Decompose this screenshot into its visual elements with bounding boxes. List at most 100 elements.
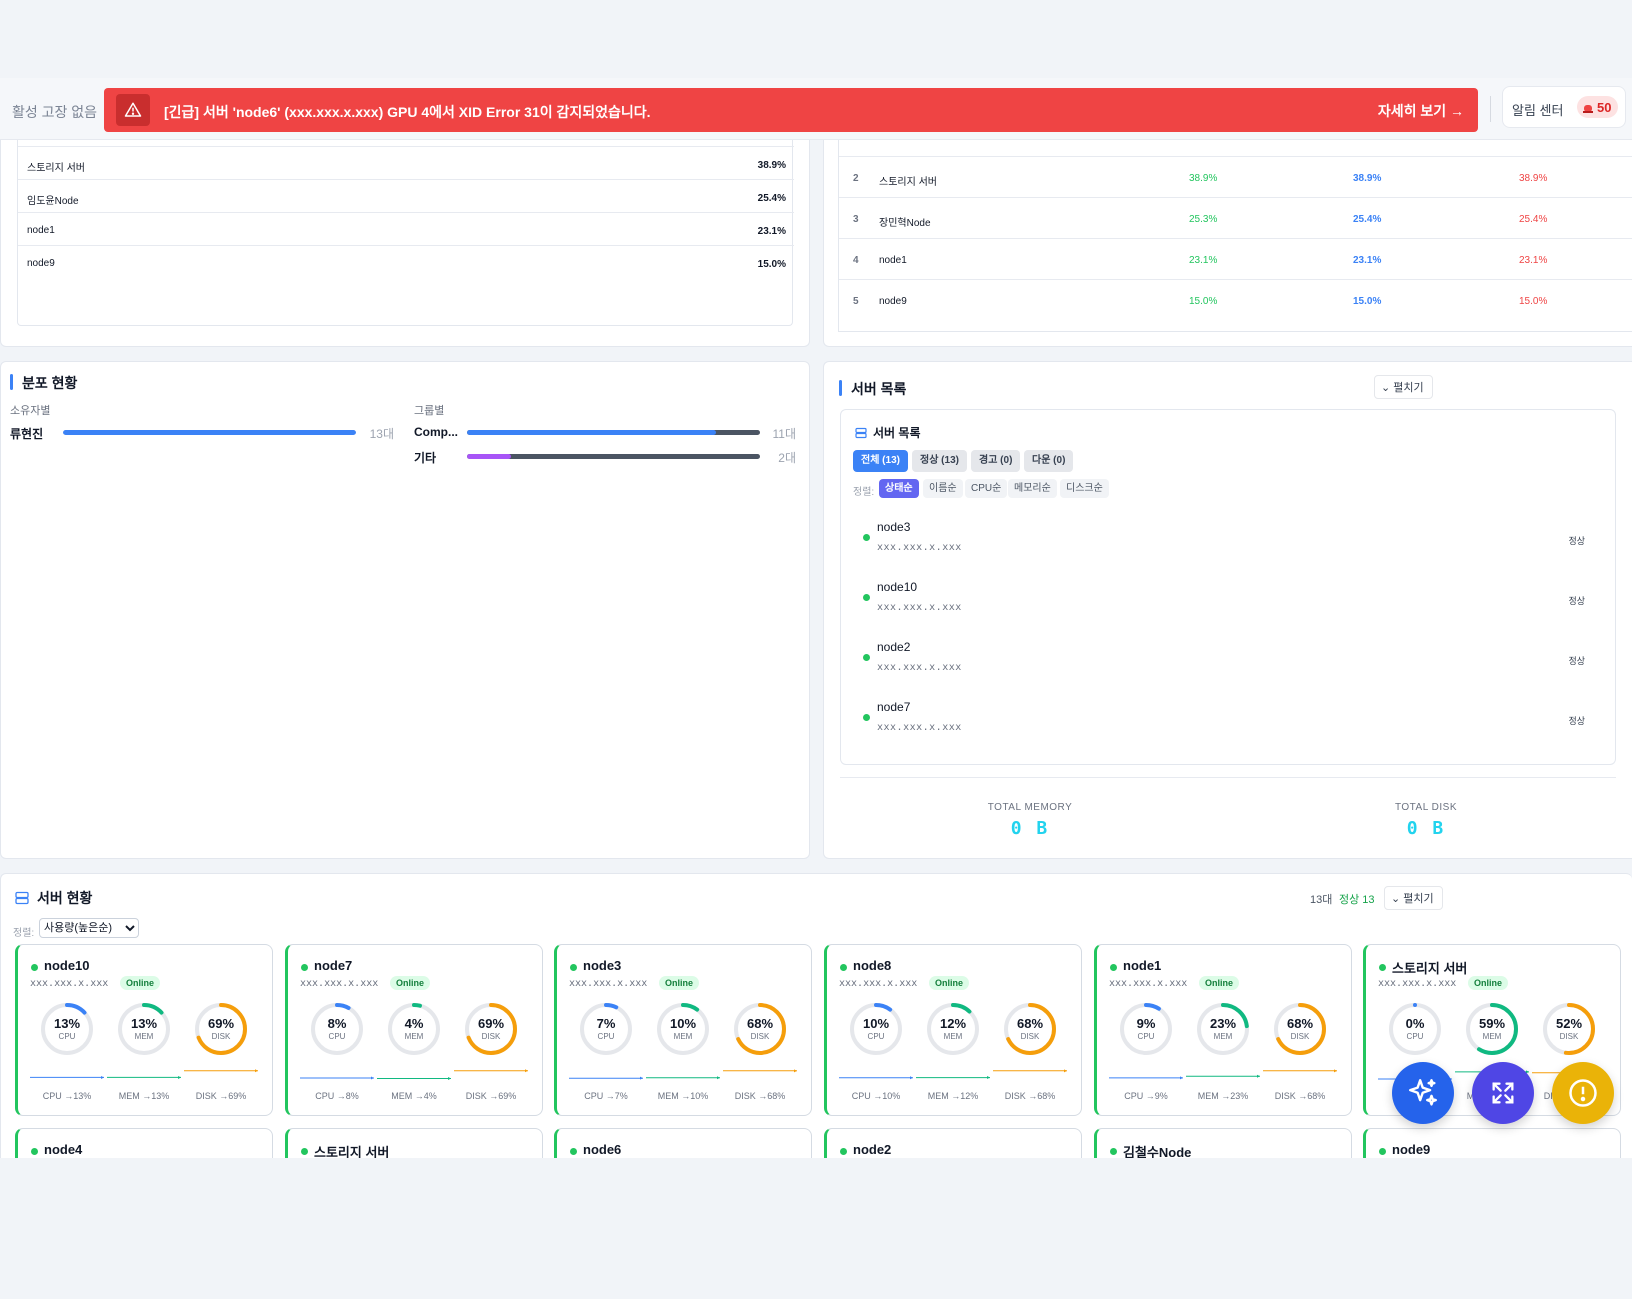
cpu-gauge: 13% CPU: [39, 1001, 95, 1057]
table-row: 5 node9 15.0% 15.0% 15.0%: [839, 279, 1632, 320]
sparkline: [916, 1076, 990, 1080]
mem-gauge: 4% MEM: [386, 1001, 442, 1057]
server-list-expand-button[interactable]: ⌄ 펼치기: [1374, 375, 1433, 399]
online-dot: [31, 964, 38, 971]
divider: [840, 777, 1616, 778]
mem-gauge: 59% MEM: [1464, 1001, 1520, 1057]
server-card[interactable]: node4: [15, 1128, 273, 1158]
total-disk-label: TOTAL DISK: [1394, 802, 1458, 813]
filter-down-chip[interactable]: 다운 (0): [1024, 450, 1074, 472]
disk-gauge: 68% DISK: [1272, 1001, 1328, 1057]
online-dot: [301, 1148, 308, 1155]
sort-cpu-chip[interactable]: CPU순: [965, 479, 1008, 498]
list-item[interactable]: node10 xxx.xxx.x.xxx 정상: [841, 570, 1615, 626]
table-row: 2 스토리지 서버 38.9% 38.9% 38.9%: [839, 156, 1632, 197]
sparkline: [454, 1069, 528, 1073]
filter-all-chip[interactable]: 전체 (13): [853, 450, 908, 472]
rank-table: 2 스토리지 서버 38.9% 38.9% 38.9% 3 장민혁Node 25.3% 25.…: [838, 140, 1632, 332]
online-dot: [570, 964, 577, 971]
sort-memory-chip[interactable]: 메모리순: [1008, 479, 1057, 498]
server-card[interactable]: node3 xxx.xxx.x.xxx Online 7% CPU 10% MEM 68% DI…: [554, 944, 812, 1116]
server-ip: xxx.xxx.x.xxx: [30, 978, 109, 989]
sparkline: [723, 1069, 797, 1073]
cpu-trend-label: CPU →9%: [1124, 1091, 1168, 1101]
sort-name-chip[interactable]: 이름순: [923, 479, 963, 498]
server-card[interactable]: node10 xxx.xxx.x.xxx Online 13% CPU 13% MEM 69%…: [15, 944, 273, 1116]
online-dot: [863, 654, 870, 661]
total-memory-value: 0 B: [1010, 818, 1050, 839]
mem-gauge: 12% MEM: [925, 1001, 981, 1057]
sort-disk-chip[interactable]: 디스크순: [1060, 479, 1109, 498]
status-badge: Online: [120, 976, 161, 990]
server-card[interactable]: 김철수Node: [1094, 1128, 1352, 1158]
cpu-gauge: 7% CPU: [578, 1001, 634, 1057]
server-name: node9: [1392, 1142, 1431, 1157]
filter-warn-chip[interactable]: 경고 (0): [971, 450, 1021, 472]
by-owner-label: 소유자별: [10, 405, 51, 417]
server-name: node1: [1123, 958, 1162, 973]
online-dot: [863, 534, 870, 541]
mem-trend-label: MEM →13%: [118, 1091, 170, 1101]
sparkline: [646, 1076, 720, 1080]
disk-gauge: 69% DISK: [193, 1001, 249, 1057]
alert-count-value: 50: [1597, 99, 1612, 115]
total-disk-value: 0 B: [1406, 818, 1446, 839]
server-name: node8: [853, 958, 892, 973]
sort-label: 정렬:: [13, 928, 35, 939]
cpu-trend-label: CPU →10%: [851, 1091, 901, 1101]
online-dot: [1379, 964, 1386, 971]
cpu-trend-label: CPU →7%: [584, 1091, 628, 1101]
table-row: 4 node1 23.1% 23.1% 23.1%: [839, 238, 1632, 279]
by-group-label: 그룹별: [414, 405, 445, 417]
sort-select[interactable]: 사용량(높은순): [39, 918, 139, 938]
server-card[interactable]: node9: [1363, 1128, 1621, 1158]
cpu-gauge: 9% CPU: [1118, 1001, 1174, 1057]
owner-distribution-row: 류현진 13대: [10, 427, 394, 441]
server-name: 스토리지 서버: [314, 1145, 390, 1158]
list-item[interactable]: node2 xxx.xxx.x.xxx 정상: [841, 630, 1615, 686]
mem-gauge: 13% MEM: [116, 1001, 172, 1057]
mem-gauge: 10% MEM: [655, 1001, 711, 1057]
server-status-expand-button[interactable]: ⌄ 펼치기: [1384, 886, 1443, 910]
alert-details-link[interactable]: 자세히 보기 →: [1377, 103, 1464, 119]
server-card[interactable]: node6: [554, 1128, 812, 1158]
chevron-down-icon: ⌄: [1381, 382, 1391, 394]
filter-ok-chip[interactable]: 정상 (13): [912, 450, 967, 472]
alert-center-button[interactable]: 알림 센터 50: [1502, 86, 1626, 128]
ai-assistant-button[interactable]: [1392, 1062, 1454, 1124]
distribution-title: 분포 현황: [10, 373, 77, 393]
online-dot: [1110, 964, 1117, 971]
server-list-card-title: 서버 목록: [855, 424, 921, 441]
list-item[interactable]: node7 xxx.xxx.x.xxx 정상: [841, 690, 1615, 746]
status-badge: Online: [929, 976, 970, 990]
online-dot: [570, 1148, 577, 1155]
server-card[interactable]: node2: [824, 1128, 1082, 1158]
warning-icon: [116, 94, 150, 126]
list-item[interactable]: node3 xxx.xxx.x.xxx 정상: [841, 510, 1615, 566]
fullscreen-button[interactable]: [1472, 1062, 1534, 1124]
server-card[interactable]: node8 xxx.xxx.x.xxx Online 10% CPU 12% MEM 68% D…: [824, 944, 1082, 1116]
disk-trend-label: DISK →68%: [1004, 1091, 1056, 1101]
alert-circle-icon: [1569, 1079, 1597, 1107]
server-card[interactable]: node7 xxx.xxx.x.xxx Online 8% CPU 4% MEM 69% DIS…: [285, 944, 543, 1116]
disk-trend-label: DISK →69%: [195, 1091, 247, 1101]
alert-panel-button[interactable]: [1552, 1062, 1614, 1124]
online-dot: [31, 1148, 38, 1155]
urgent-alert-banner[interactable]: [긴급] 서버 'node6' (xxx.xxx.x.xxx) GPU 4에서 …: [104, 88, 1478, 132]
server-card[interactable]: node1 xxx.xxx.x.xxx Online 9% CPU 23% MEM 68% DI…: [1094, 944, 1352, 1116]
disk-trend-label: DISK →68%: [734, 1091, 786, 1101]
status-badge: Online: [1468, 976, 1509, 990]
server-ok-count: 정상 13: [1339, 894, 1375, 906]
server-card[interactable]: 스토리지 서버: [285, 1128, 543, 1158]
disk-gauge: 68% DISK: [732, 1001, 788, 1057]
chevron-down-icon: ⌄: [1391, 893, 1401, 905]
sparkline: [107, 1075, 181, 1079]
sort-status-chip[interactable]: 상태순: [879, 479, 919, 498]
cpu-gauge: 0% CPU: [1387, 1001, 1443, 1057]
sparkline: [377, 1077, 451, 1081]
mem-gauge: 23% MEM: [1195, 1001, 1251, 1057]
server-name: node10: [44, 958, 90, 973]
sparkline: [839, 1076, 913, 1080]
group-bar-fill: [467, 430, 717, 435]
siren-icon: [1583, 105, 1593, 113]
